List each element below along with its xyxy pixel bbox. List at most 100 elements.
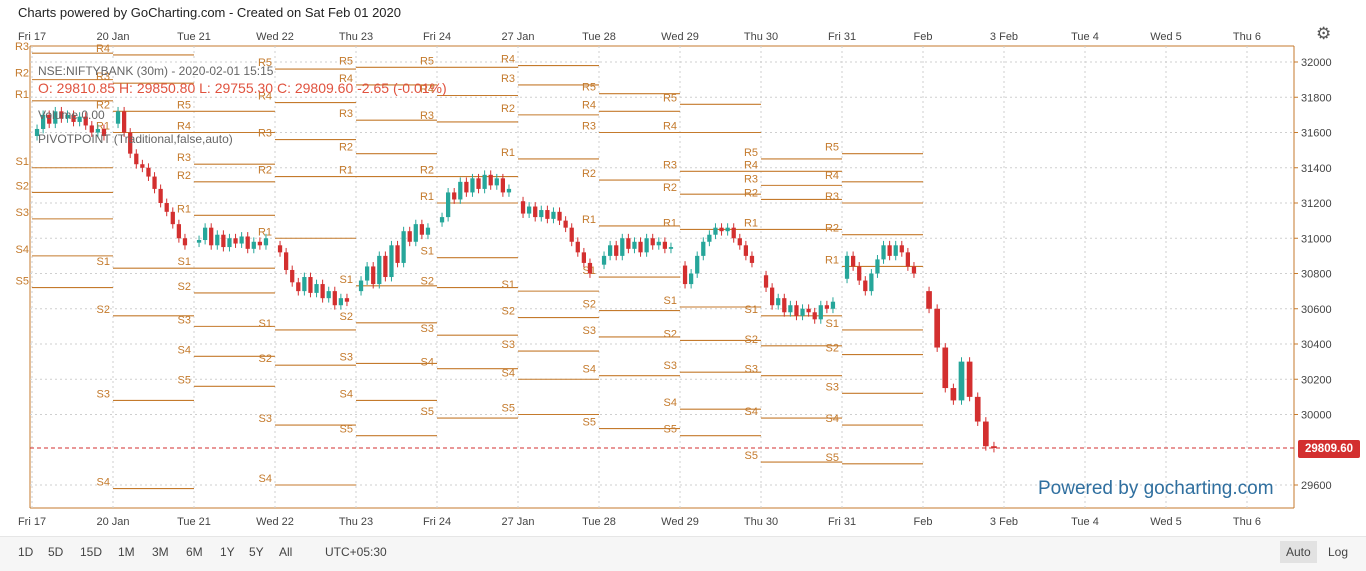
pivot-label-s4: S4 — [259, 473, 272, 485]
candle-body — [881, 245, 886, 260]
range-3m-button[interactable]: 3M — [152, 545, 169, 559]
candle-body — [407, 231, 412, 242]
pivot-label-r3: R3 — [663, 159, 677, 171]
auto-scale-button[interactable]: Auto — [1280, 541, 1317, 563]
candle-body — [89, 125, 94, 133]
candle-body — [688, 273, 694, 285]
candle-body — [587, 262, 593, 274]
pivot-label-r1: R1 — [663, 217, 677, 229]
candle-body — [607, 245, 613, 256]
candle-body — [326, 291, 331, 299]
candle-body — [662, 241, 668, 249]
x-tick-label-bottom: 27 Jan — [501, 516, 534, 528]
timezone-label[interactable]: UTC+05:30 — [325, 545, 387, 559]
candle-body — [701, 241, 706, 256]
legend-indicator[interactable]: PIVOTPOINT (Traditional,false,auto) — [38, 132, 233, 146]
candle-body — [302, 277, 307, 292]
candle-body — [857, 266, 862, 281]
pivot-label-s2: S2 — [259, 353, 272, 365]
pivot-label-s2: S2 — [502, 306, 515, 318]
pivot-label-r4: R4 — [744, 159, 758, 171]
pivot-label-s2: S2 — [583, 299, 596, 311]
pivot-label-s2: S2 — [421, 276, 434, 288]
pivot-label-s1: S1 — [826, 318, 839, 330]
x-tick-label-top: Wed 29 — [661, 31, 699, 43]
candle-body — [818, 305, 823, 320]
candle-body — [377, 255, 382, 285]
candle-body — [601, 255, 607, 265]
pivot-label-r2: R2 — [339, 142, 353, 154]
pivot-label-r3: R3 — [501, 73, 515, 85]
range-5y-button[interactable]: 5Y — [249, 545, 264, 559]
candle-body — [245, 236, 250, 249]
candle-body — [488, 174, 493, 186]
range-5d-button[interactable]: 5D — [48, 545, 64, 559]
range-1m-button[interactable]: 1M — [118, 545, 135, 559]
candle-body — [788, 305, 793, 313]
candle-body — [776, 298, 781, 306]
pivot-label-r4: R4 — [420, 83, 434, 95]
pivot-label-s3: S3 — [340, 351, 353, 363]
candle-body — [239, 236, 244, 244]
log-scale-button[interactable]: Log — [1328, 545, 1349, 559]
range-1d-button[interactable]: 1D — [18, 545, 34, 559]
candle-body — [170, 211, 175, 225]
candle-body — [800, 308, 805, 316]
candle-body — [844, 255, 850, 279]
pivot-label-s2: S2 — [97, 304, 110, 316]
candle-body — [887, 245, 892, 256]
pivot-label-s3: S3 — [745, 364, 758, 376]
candle-body — [966, 361, 973, 397]
y-tick-label: 31800 — [1301, 92, 1332, 104]
pivot-label-s1: S1 — [259, 318, 272, 330]
candle-body — [737, 238, 742, 246]
last-price-tag: 29809.60 — [1298, 440, 1360, 458]
pivot-label-s2: S2 — [745, 334, 758, 346]
pivot-label-r3: R3 — [420, 110, 434, 122]
candle-body — [59, 111, 64, 119]
pivot-label-s3: S3 — [178, 314, 191, 326]
x-tick-label-top: Feb — [914, 31, 933, 43]
price-chart[interactable]: 32000 31800 31600 31400 31200 31000 30800 30600… — [0, 0, 1366, 536]
candle-body — [65, 114, 70, 119]
candle-body — [176, 224, 182, 239]
x-tick-label-top: Thu 30 — [744, 31, 778, 43]
candle-body — [830, 301, 836, 309]
candle-body — [563, 220, 568, 228]
pivot-label-s4: S4 — [97, 477, 110, 489]
x-tick-label-top: 3 Feb — [990, 31, 1018, 43]
pivot-label-s2: S2 — [178, 281, 191, 293]
x-tick-label-bottom: Fri 31 — [828, 516, 856, 528]
range-all-button[interactable]: All — [279, 545, 293, 559]
pivot-label-r1: R1 — [339, 165, 353, 177]
candle-body — [539, 210, 544, 218]
legend-ohlc: O: 29810.85 H: 29850.80 L: 29755.30 C: 2… — [38, 80, 447, 96]
pivot-label-r5: R5 — [582, 82, 596, 94]
candle-body — [707, 234, 712, 242]
pivot-label-r2: R2 — [258, 165, 272, 177]
x-tick-label-top: Wed 5 — [1150, 31, 1182, 43]
candle-body — [794, 305, 799, 316]
pivot-label-r4: R4 — [339, 73, 353, 85]
candle-body — [134, 153, 139, 165]
candle-body — [221, 234, 226, 248]
pivot-label-r5: R5 — [663, 92, 677, 104]
candle-body — [569, 227, 574, 242]
pivot-label-r3: R3 — [258, 128, 272, 140]
candle-body — [263, 238, 269, 246]
candle-body — [526, 206, 532, 214]
candle-body — [401, 231, 406, 263]
range-1y-button[interactable]: 1Y — [220, 545, 235, 559]
x-tick-label-top: Fri 17 — [18, 31, 46, 43]
candle-body — [364, 266, 370, 281]
pivot-label-s4: S4 — [421, 357, 434, 369]
pivot-label-r3: R3 — [825, 191, 839, 203]
gear-icon[interactable]: ⚙ — [1316, 24, 1332, 43]
candle-body — [557, 211, 562, 221]
range-15d-button[interactable]: 15D — [80, 545, 103, 559]
x-tick-label-bottom: Tue 28 — [582, 516, 616, 528]
candle-body — [71, 114, 76, 122]
candle-body — [34, 128, 40, 137]
range-6m-button[interactable]: 6M — [186, 545, 203, 559]
x-tick-label-bottom: Feb — [914, 516, 933, 528]
